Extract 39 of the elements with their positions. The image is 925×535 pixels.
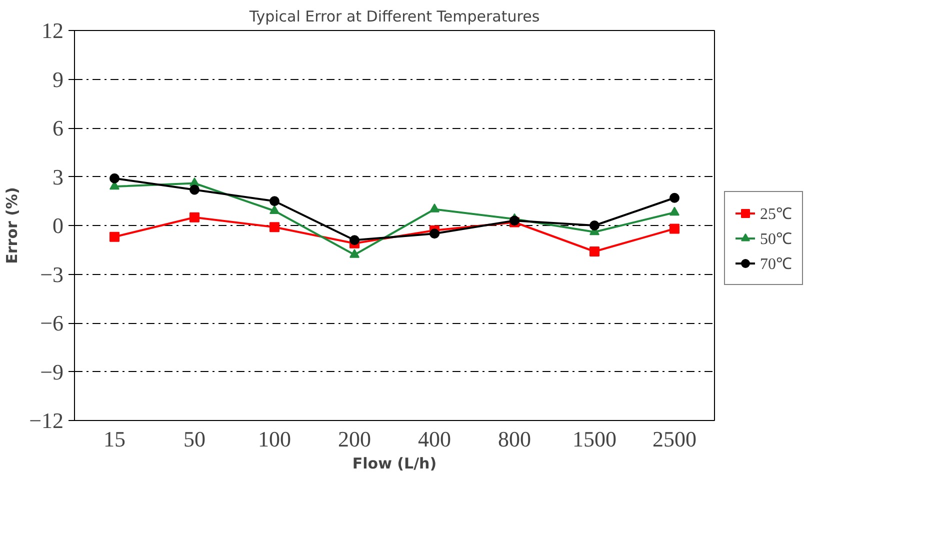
- x-tick-label: 100: [258, 426, 291, 452]
- point: [190, 212, 200, 222]
- chart-title: Typical Error at Different Temperatures: [248, 8, 540, 26]
- point: [430, 228, 440, 239]
- point: [110, 173, 120, 184]
- point: [670, 224, 680, 234]
- point: [670, 206, 680, 216]
- y-tick-label: 12: [42, 18, 64, 43]
- point: [350, 235, 360, 246]
- y-tick-label: −12: [29, 408, 64, 433]
- x-tick-label: 50: [184, 426, 206, 452]
- x-tick-label: 2500: [652, 426, 696, 452]
- point: [430, 204, 440, 212]
- y-tick-label: 3: [52, 164, 64, 190]
- y-tick-label: 6: [52, 116, 64, 140]
- x-tick-label: 1500: [572, 426, 616, 452]
- point: [590, 220, 600, 230]
- legend-label: 25℃: [760, 204, 792, 224]
- x-tick-label: 200: [338, 426, 371, 452]
- y-tick-label: 9: [52, 66, 64, 92]
- y-axis-title: Error (%): [3, 187, 22, 264]
- x-tick-label: 400: [418, 426, 451, 452]
- point: [270, 222, 280, 232]
- legend-label: 70℃: [760, 254, 792, 274]
- point: [110, 232, 120, 242]
- point: [590, 246, 600, 256]
- point: [350, 249, 360, 258]
- y-tick-label: 0: [52, 213, 64, 238]
- point: [270, 205, 280, 214]
- y-tick-label: −9: [40, 359, 64, 384]
- x-axis-title: Flow (L/h): [352, 454, 437, 472]
- legend-label: 50℃: [760, 230, 792, 248]
- point: [190, 184, 200, 195]
- x-tick-label: 800: [498, 426, 531, 452]
- y-tick-label: −3: [40, 262, 64, 287]
- point: [270, 196, 280, 206]
- point: [670, 192, 680, 203]
- x-tick-label: 15: [104, 426, 126, 452]
- y-tick-label: −6: [40, 310, 64, 336]
